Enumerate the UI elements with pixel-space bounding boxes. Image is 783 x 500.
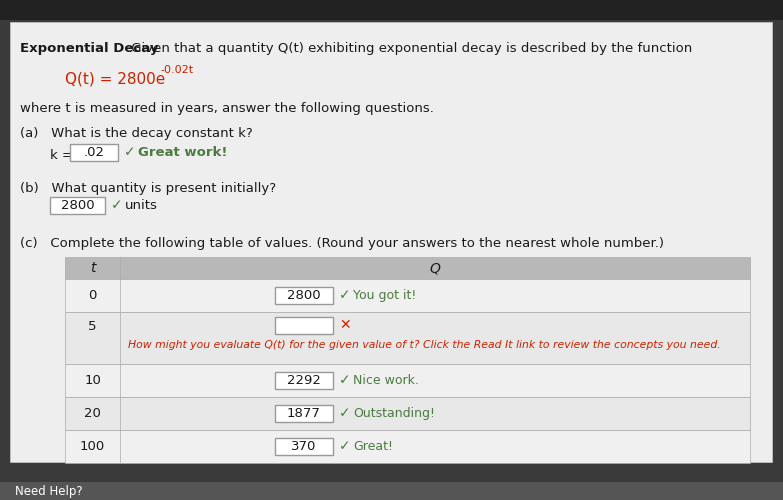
Text: 5: 5 — [88, 320, 97, 332]
Text: 10: 10 — [84, 374, 101, 387]
Text: ✓: ✓ — [124, 146, 135, 160]
Bar — [65, 397, 750, 430]
Bar — [65, 312, 750, 364]
Text: units: units — [125, 199, 158, 212]
Text: 20: 20 — [84, 407, 101, 420]
Bar — [0, 482, 783, 500]
Text: Q(t) = 2800e: Q(t) = 2800e — [65, 72, 165, 87]
Text: -0.02t: -0.02t — [160, 65, 193, 75]
Text: 1877: 1877 — [287, 407, 321, 420]
Bar — [70, 144, 118, 161]
Text: ✓: ✓ — [339, 374, 351, 388]
Text: 2292: 2292 — [287, 374, 321, 387]
Text: 100: 100 — [80, 440, 105, 453]
Text: Outstanding!: Outstanding! — [353, 407, 435, 420]
Text: k =: k = — [50, 149, 78, 162]
Text: .02: .02 — [84, 146, 104, 159]
Text: ✕: ✕ — [339, 318, 351, 332]
Text: 370: 370 — [291, 440, 316, 453]
Bar — [0, 0, 783, 20]
Text: ✓: ✓ — [339, 288, 351, 302]
Bar — [10, 22, 772, 462]
Text: Great!: Great! — [353, 440, 393, 453]
Text: 2800: 2800 — [287, 289, 321, 302]
Bar — [275, 405, 333, 422]
Bar — [65, 430, 750, 463]
Text: (c)   Complete the following table of values. (Round your answers to the nearest: (c) Complete the following table of valu… — [20, 237, 664, 250]
Bar — [65, 364, 750, 397]
Text: Need Help?: Need Help? — [15, 484, 83, 498]
Text: You got it!: You got it! — [353, 289, 417, 302]
Bar — [275, 372, 333, 389]
Text: Great work!: Great work! — [138, 146, 228, 159]
Text: Given that a quantity Q(t) exhibiting exponential decay is described by the func: Given that a quantity Q(t) exhibiting ex… — [127, 42, 692, 55]
Text: Q: Q — [430, 261, 440, 275]
Text: t: t — [90, 261, 96, 275]
Text: Exponential Decay: Exponential Decay — [20, 42, 158, 55]
Text: Nice work.: Nice work. — [353, 374, 419, 387]
Text: 2800: 2800 — [61, 199, 94, 212]
Bar — [65, 257, 750, 279]
Bar — [50, 197, 105, 214]
Text: How might you evaluate Q(t) for the given value of t? Click the Read It link to : How might you evaluate Q(t) for the give… — [128, 340, 720, 350]
Text: (a)   What is the decay constant k?: (a) What is the decay constant k? — [20, 127, 253, 140]
Text: (b)   What quantity is present initially?: (b) What quantity is present initially? — [20, 182, 276, 195]
Bar — [275, 317, 333, 334]
Text: ✓: ✓ — [339, 406, 351, 420]
Bar — [275, 438, 333, 455]
Text: 0: 0 — [88, 289, 96, 302]
Text: where t is measured in years, answer the following questions.: where t is measured in years, answer the… — [20, 102, 434, 115]
Text: ✓: ✓ — [339, 440, 351, 454]
Bar — [275, 287, 333, 304]
Text: ✓: ✓ — [111, 198, 123, 212]
Bar — [65, 279, 750, 312]
